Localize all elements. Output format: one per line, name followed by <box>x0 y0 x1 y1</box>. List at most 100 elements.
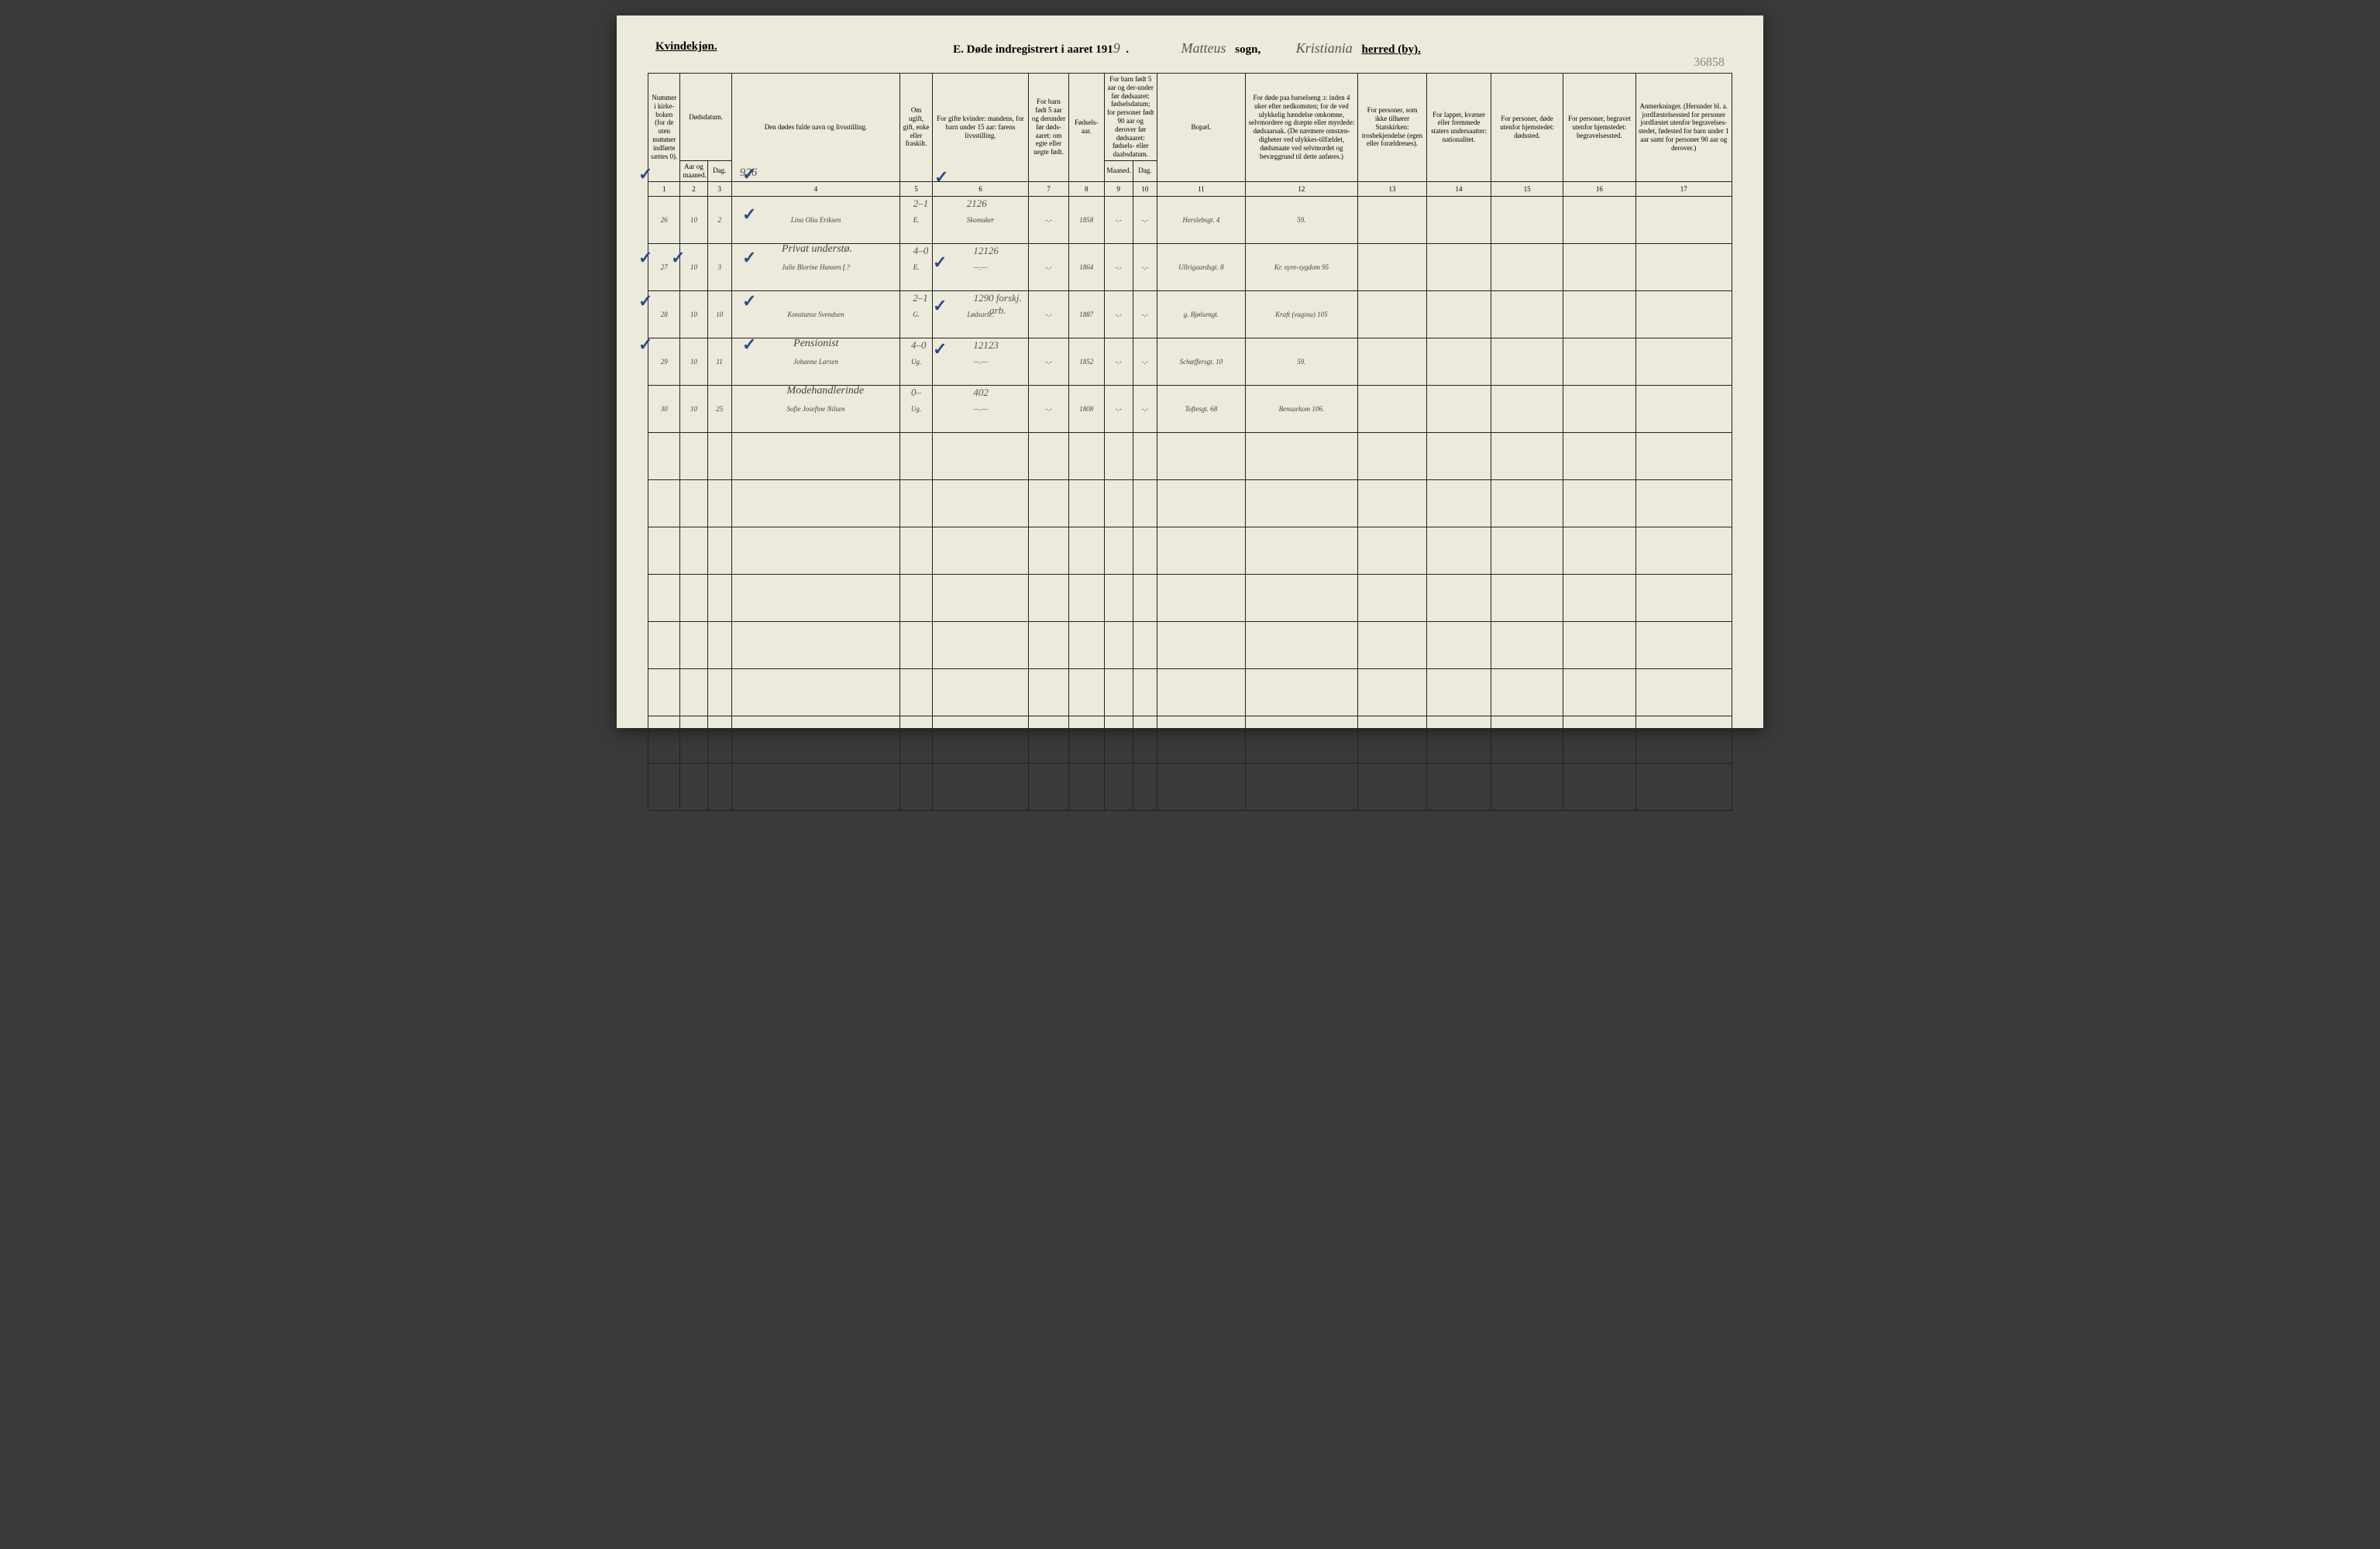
table-cell <box>1563 196 1635 243</box>
checkmark-icon: ✓ <box>933 252 947 273</box>
col-header: Om ugift, gift, enke eller fraskilt. <box>900 74 932 182</box>
col-header: For lapper, kvæner eller fremmede stater… <box>1427 74 1491 182</box>
column-number: 10 <box>1133 181 1157 196</box>
empty-row <box>648 527 1732 574</box>
table-cell: -.- <box>1133 338 1157 385</box>
table-cell: -.- <box>1029 243 1069 290</box>
checkmark-icon: ✓ <box>742 291 756 311</box>
herred-value: Kristiania <box>1296 40 1353 56</box>
table-cell <box>1427 243 1491 290</box>
col-header: Dødsdatum. <box>680 74 731 161</box>
empty-cell <box>648 527 680 574</box>
page-number: 36858 <box>1694 56 1725 70</box>
empty-cell <box>707 432 731 479</box>
col-header: Fødsels-aar. <box>1068 74 1104 182</box>
column-number: 2 <box>680 181 707 196</box>
sogn-label: sogn, <box>1235 43 1261 56</box>
empty-cell <box>1133 716 1157 763</box>
person-name: Konstanse Svendsen <box>787 311 844 318</box>
table-cell: 1808 <box>1068 385 1104 432</box>
empty-cell <box>707 716 731 763</box>
empty-cell <box>1068 763 1104 810</box>
table-cell <box>1427 385 1491 432</box>
table-header: Nummer i kirke-boken (for de uten nummer… <box>648 74 1732 197</box>
table-cell: Lina Olia Eriksen <box>731 196 900 243</box>
checkmark-icon: ✓ <box>638 335 652 355</box>
empty-cell <box>648 432 680 479</box>
table-cell: -.- <box>1133 243 1157 290</box>
table-cell: -.- <box>1104 385 1133 432</box>
empty-cell <box>1357 763 1426 810</box>
empty-cell <box>1068 668 1104 716</box>
empty-cell <box>707 574 731 621</box>
empty-cell <box>1029 621 1069 668</box>
mandens-code: 2126 <box>967 197 987 210</box>
empty-cell <box>1133 432 1157 479</box>
mandens-text: —.— <box>973 358 987 366</box>
empty-cell <box>932 668 1028 716</box>
col-header: For barn født 5 aar og derunder før døds… <box>1029 74 1069 182</box>
empty-cell <box>1635 763 1732 810</box>
table-row: 291011PensionistJohanne Larsen4–0Ug.1212… <box>648 338 1732 385</box>
empty-row <box>648 716 1732 763</box>
empty-cell <box>932 763 1028 810</box>
empty-cell <box>1133 668 1157 716</box>
empty-cell <box>1068 574 1104 621</box>
title-text: Døde indregistrert i aaret 191 <box>967 43 1113 56</box>
table-cell: -.- <box>1029 290 1069 338</box>
herred-label: herred (by). <box>1361 43 1420 56</box>
empty-cell <box>1068 527 1104 574</box>
empty-cell <box>731 668 900 716</box>
empty-cell <box>1427 668 1491 716</box>
table-cell <box>1427 196 1491 243</box>
empty-cell <box>1068 479 1104 527</box>
column-number: 1 <box>648 181 680 196</box>
table-cell: 26 <box>648 196 680 243</box>
person-name: Julie Blorine Hansen f.? <box>782 263 850 271</box>
empty-cell <box>680 527 707 574</box>
empty-cell <box>680 668 707 716</box>
status-text: E. <box>913 263 920 271</box>
empty-cell <box>1157 621 1245 668</box>
occupation-text: Privat understø. <box>782 243 852 256</box>
checkmark-icon: ✓ <box>638 291 652 311</box>
table-cell <box>1491 196 1563 243</box>
column-number: 7 <box>1029 181 1069 196</box>
col-subheader: Dag. <box>1133 160 1157 181</box>
table-cell: 10 <box>680 385 707 432</box>
column-number: 11 <box>1157 181 1245 196</box>
empty-cell <box>900 621 932 668</box>
column-number: 12 <box>1245 181 1357 196</box>
ledger-page: Kvindekjøn. E. Døde indregistrert i aare… <box>617 15 1763 728</box>
empty-cell <box>680 432 707 479</box>
col-header: Nummer i kirke-boken (for de uten nummer… <box>648 74 680 182</box>
empty-cell <box>1245 479 1357 527</box>
empty-cell <box>731 432 900 479</box>
empty-cell <box>1563 574 1635 621</box>
table-cell: 10 <box>680 196 707 243</box>
table-cell: -.- <box>1029 385 1069 432</box>
empty-row <box>648 668 1732 716</box>
mandens-text: —.— <box>973 263 987 271</box>
table-cell <box>1357 196 1426 243</box>
table-cell: 10 <box>680 338 707 385</box>
table-cell <box>1563 290 1635 338</box>
table-row: 26102Lina Olia Eriksen2–1E.2126Skomaker-… <box>648 196 1732 243</box>
column-number: 3 <box>707 181 731 196</box>
checkmark-icon: ✓ <box>934 167 948 187</box>
empty-cell <box>1068 716 1104 763</box>
checkmark-icon: ✓ <box>933 339 947 359</box>
table-row: 301025ModehandlerindeSofie Josefine Nils… <box>648 385 1732 432</box>
status-code: 2–1 <box>913 292 928 304</box>
table-row: 281010Konstanse Svendsen2–1G.1290 forskj… <box>648 290 1732 338</box>
column-number: 4 <box>731 181 900 196</box>
empty-cell <box>1491 763 1563 810</box>
status-code: 2–1 <box>913 197 929 210</box>
table-row: 27103Privat understø.Julie Blorine Hanse… <box>648 243 1732 290</box>
table-cell: 4–0E. <box>900 243 932 290</box>
empty-cell <box>1029 574 1069 621</box>
empty-cell <box>1491 621 1563 668</box>
empty-cell <box>1133 527 1157 574</box>
table-cell <box>1357 338 1426 385</box>
table-cell: Ullrigaardsgt. 8 <box>1157 243 1245 290</box>
